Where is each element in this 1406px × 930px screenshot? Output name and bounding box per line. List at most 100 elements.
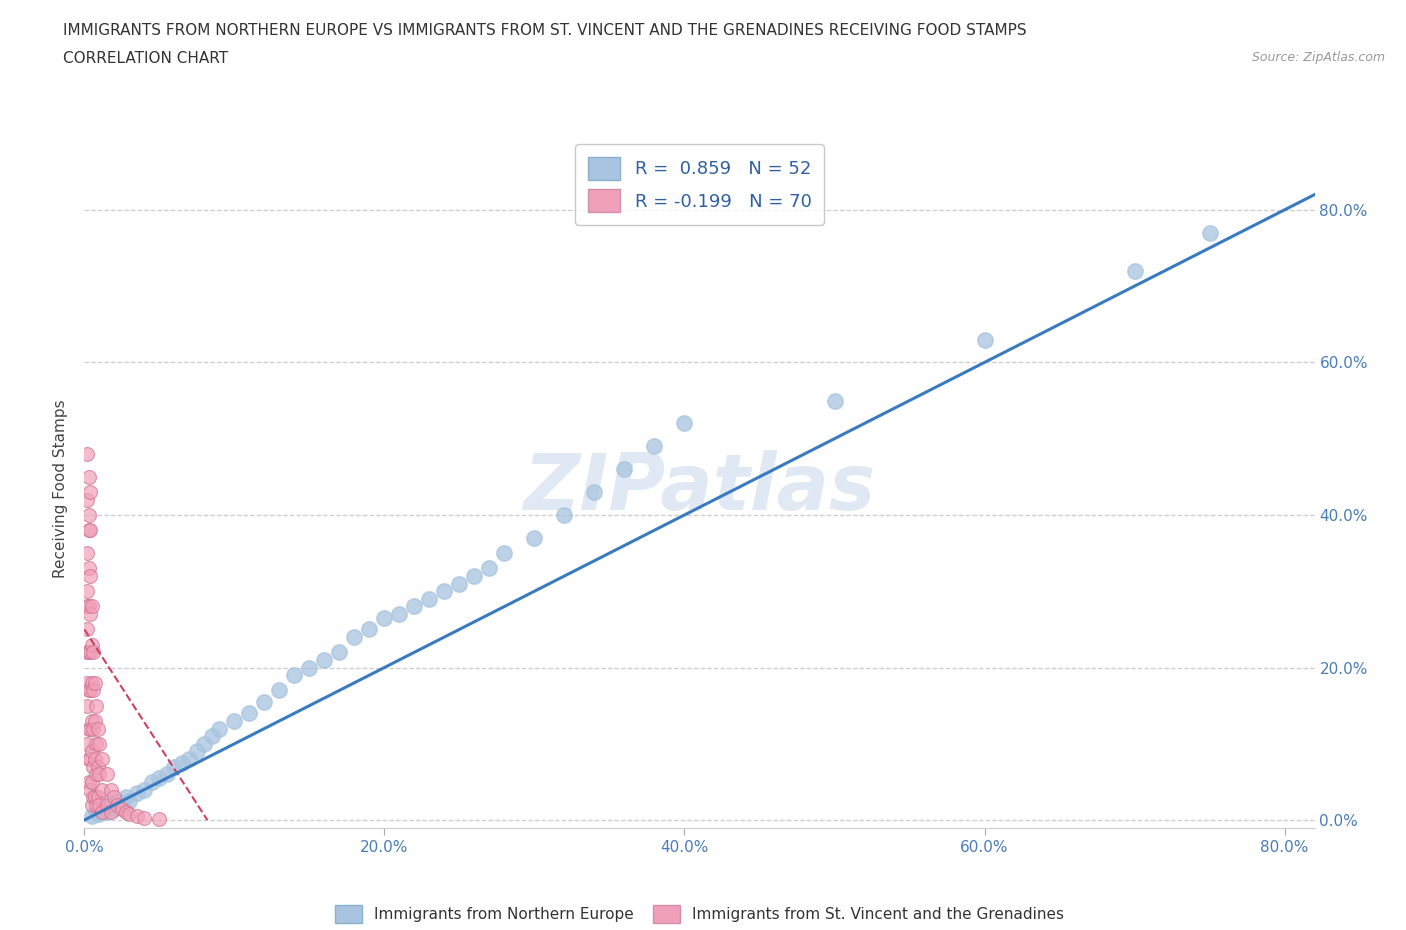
- Text: ZIPatlas: ZIPatlas: [523, 450, 876, 526]
- Point: [76, 675, 98, 690]
- Point: [80, 599, 103, 614]
- Point: [87, 759, 110, 774]
- Point: [96, 797, 118, 812]
- Point: [76, 737, 98, 751]
- Point: [79, 606, 101, 621]
- Point: [87, 790, 110, 804]
- Point: [77, 683, 100, 698]
- Legend: Immigrants from Northern Europe, Immigrants from St. Vincent and the Grenadines: Immigrants from Northern Europe, Immigra…: [329, 898, 1070, 929]
- Point: [404, 599, 426, 614]
- Point: [82, 790, 104, 804]
- Point: [193, 737, 215, 751]
- Point: [613, 461, 636, 476]
- Point: [77, 775, 100, 790]
- Point: [79, 485, 101, 499]
- Point: [76, 622, 98, 637]
- Point: [125, 809, 148, 824]
- Point: [148, 811, 170, 826]
- Point: [553, 508, 575, 523]
- Point: [253, 695, 276, 710]
- Point: [238, 706, 260, 721]
- Point: [170, 755, 193, 770]
- Point: [100, 805, 122, 820]
- Point: [96, 805, 118, 820]
- Point: [359, 622, 381, 637]
- Point: [79, 568, 101, 583]
- Point: [79, 782, 101, 797]
- Point: [103, 801, 125, 816]
- Point: [163, 759, 186, 774]
- Point: [156, 767, 179, 782]
- Point: [100, 782, 122, 797]
- Point: [80, 775, 103, 790]
- Point: [82, 644, 104, 659]
- Point: [118, 793, 141, 808]
- Point: [96, 767, 118, 782]
- Point: [86, 737, 108, 751]
- Point: [89, 797, 111, 812]
- Point: [1123, 263, 1146, 278]
- Point: [179, 751, 201, 766]
- Point: [77, 644, 100, 659]
- Point: [76, 446, 98, 461]
- Point: [86, 805, 108, 820]
- Point: [76, 492, 98, 507]
- Point: [478, 561, 501, 576]
- Point: [433, 584, 456, 599]
- Point: [105, 797, 128, 812]
- Point: [269, 683, 291, 698]
- Point: [82, 683, 104, 698]
- Point: [494, 546, 516, 561]
- Point: [80, 744, 103, 759]
- Point: [86, 767, 108, 782]
- Point: [449, 577, 471, 591]
- Point: [105, 793, 128, 808]
- Text: CORRELATION CHART: CORRELATION CHART: [63, 51, 228, 66]
- Point: [79, 751, 101, 766]
- Point: [314, 653, 336, 668]
- Point: [973, 332, 995, 347]
- Point: [82, 759, 104, 774]
- Point: [77, 470, 100, 485]
- Point: [77, 721, 100, 736]
- Point: [77, 599, 100, 614]
- Point: [79, 523, 101, 538]
- Point: [77, 751, 100, 766]
- Point: [418, 591, 440, 606]
- Point: [79, 721, 101, 736]
- Point: [83, 751, 105, 766]
- Point: [77, 508, 100, 523]
- Point: [77, 561, 100, 576]
- Point: [343, 630, 366, 644]
- Point: [523, 530, 546, 545]
- Point: [83, 713, 105, 728]
- Point: [673, 416, 696, 431]
- Point: [224, 713, 246, 728]
- Point: [1198, 225, 1220, 240]
- Point: [298, 660, 321, 675]
- Point: [91, 782, 114, 797]
- Point: [283, 668, 305, 683]
- Point: [583, 485, 606, 499]
- Point: [80, 797, 103, 812]
- Point: [76, 599, 98, 614]
- Point: [134, 782, 156, 797]
- Point: [103, 790, 125, 804]
- Point: [86, 698, 108, 713]
- Text: Source: ZipAtlas.com: Source: ZipAtlas.com: [1251, 51, 1385, 64]
- Point: [115, 790, 138, 804]
- Point: [328, 644, 350, 659]
- Point: [100, 797, 122, 812]
- Point: [115, 805, 138, 820]
- Point: [388, 606, 411, 621]
- Point: [824, 393, 846, 408]
- Y-axis label: Receiving Food Stamps: Receiving Food Stamps: [53, 399, 69, 578]
- Point: [76, 644, 98, 659]
- Point: [91, 751, 114, 766]
- Point: [463, 568, 485, 583]
- Point: [118, 806, 141, 821]
- Point: [89, 806, 111, 821]
- Point: [134, 810, 156, 825]
- Point: [76, 546, 98, 561]
- Point: [111, 797, 134, 812]
